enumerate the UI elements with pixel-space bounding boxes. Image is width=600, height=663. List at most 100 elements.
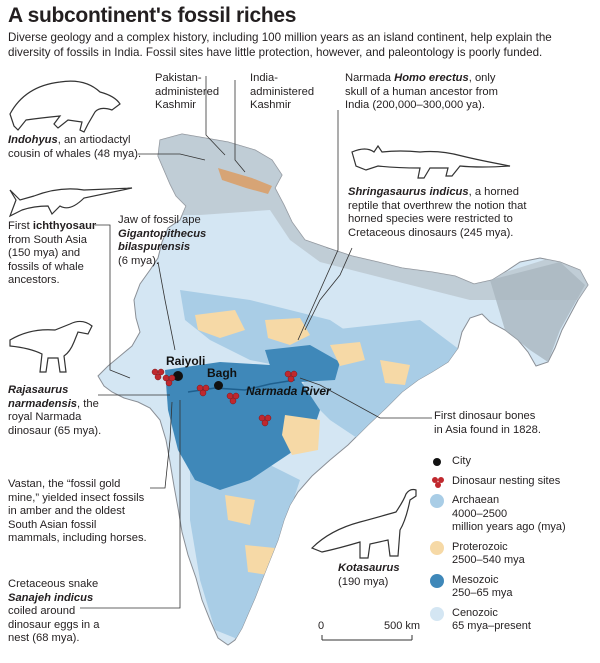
- homo-line-2: skull of a human ancestor from: [345, 85, 498, 98]
- giganto-name-2: bilaspurensis: [118, 241, 191, 254]
- legend-archaean-line-1: Archaean: [452, 494, 500, 506]
- scale-end: 500 km: [384, 620, 421, 632]
- note-gigantopithecus: Jaw of fossil ape Gigantopithecus bilasp…: [118, 214, 206, 268]
- sanajeh-line-3: coiled around: [8, 605, 76, 618]
- legend-nesting: Dinosaur nesting sites: [430, 475, 600, 489]
- pak-line-2: administered: [155, 85, 220, 98]
- leader-india-kashmir: [234, 80, 246, 173]
- nest-site-5: [284, 370, 298, 383]
- homo-prefix: Narmada: [345, 72, 395, 84]
- raja-name-2: narmadensis: [8, 397, 78, 410]
- raja-line-3: royal Narmada: [8, 411, 82, 424]
- proterozoic-patch-7: [380, 360, 410, 385]
- nest-site-6: [258, 414, 272, 427]
- shringa-line-3: horned species were restricted to: [348, 213, 513, 226]
- bones-line-2: in Asia found in 1828.: [434, 423, 541, 436]
- note-first-bones: First dinosaur bones in Asia found in 18…: [434, 410, 541, 437]
- legend-proterozoic: Proterozoic 2500–540 mya: [430, 540, 600, 568]
- nest-site-4: [226, 392, 240, 405]
- homo-name: Homo erectus: [394, 72, 469, 84]
- proterozoic-patch-5: [225, 495, 255, 525]
- kashmir-mountain-band: [218, 168, 272, 194]
- proterozoic-patch-2: [195, 310, 245, 338]
- leader-lines: [80, 76, 432, 609]
- ind-line-2: administered: [250, 85, 315, 98]
- kotasaurus-silhouette: [310, 488, 417, 559]
- legend-nesting-label: Dinosaur nesting sites: [452, 474, 561, 487]
- leader-gigantopithecus: [157, 261, 176, 351]
- leader-sanajeh: [80, 400, 181, 609]
- legend-archaean-line-3: million years ago (mya): [452, 521, 566, 533]
- legend-nesting-icon: [432, 476, 444, 488]
- scale-bar: [321, 635, 413, 641]
- shringa-line-4: Cretaceous dinosaurs (245 mya).: [348, 226, 514, 239]
- legend-city: City: [430, 455, 600, 469]
- map-legend: City Dinosaur nesting sites Archaean 400…: [430, 455, 600, 640]
- vastan-line-1: Vastan, the “fossil gold: [8, 478, 121, 490]
- legend-city-dot: [433, 458, 441, 466]
- city-dot-bagh: [214, 381, 223, 390]
- proterozoic-patch-3: [330, 342, 365, 366]
- scale-labels: 0 500 km: [318, 612, 428, 642]
- legend-archaean: Archaean 4000–2500 million years ago (my…: [430, 494, 600, 535]
- pak-line-3: Kashmir: [155, 99, 197, 112]
- kota-name: Kotasaurus: [338, 562, 400, 574]
- leader-vastan: [150, 401, 173, 489]
- legend-proterozoic-line-1: Proterozoic: [452, 540, 508, 553]
- note-sanajeh: Cretaceous snake Sanajeh indicus coiled …: [8, 578, 99, 646]
- legend-mesozoic-line-1: Mesozoic: [452, 573, 499, 586]
- note-shringasaurus: Shringasaurus indicus, a horned reptile …: [348, 186, 598, 240]
- archaean-zone-south: [190, 460, 300, 640]
- sanajeh-line-4: dinosaur eggs in a: [8, 618, 100, 631]
- legend-cenozoic: Cenozoic 65 mya–present: [430, 606, 600, 634]
- legend-cenozoic-line-1: Cenozoic: [452, 606, 498, 619]
- leader-homo-erectus: [297, 110, 339, 341]
- scale-start: 0: [318, 620, 325, 632]
- indohyus-rest: , an artiodactyl: [57, 134, 131, 146]
- bones-line-1: First dinosaur bones: [434, 410, 536, 422]
- legend-proterozoic-line-2: 2500–540 mya: [452, 554, 525, 566]
- sanajeh-name: Sanajeh indicus: [8, 591, 94, 604]
- vastan-line-5: mammals, including horses.: [8, 532, 147, 545]
- vastan-line-4: South Asian fossil: [8, 518, 97, 531]
- vastan-line-2: mine,” yielded insect fossils: [8, 491, 145, 504]
- city-dot-raiyoli: [173, 371, 183, 381]
- place-raiyoli: Raiyoli: [166, 354, 206, 368]
- ind-line-3: Kashmir: [250, 99, 292, 112]
- note-homo-erectus: Narmada Homo erectus, only skull of a hu…: [345, 72, 595, 113]
- legend-archaean-swatch: [430, 494, 444, 508]
- indohyus-name: Indohyus: [8, 134, 58, 146]
- note-india-kashmir: India- administered Kashmir: [250, 72, 314, 113]
- shringa-name: Shringasaurus indicus: [348, 186, 469, 198]
- shringasaurus-silhouette: [351, 144, 511, 179]
- giganto-line-1: Jaw of fossil ape: [118, 214, 201, 226]
- leader-first-bones: [299, 377, 432, 419]
- legend-cenozoic-line-2: 65 mya–present: [452, 620, 531, 632]
- legend-mesozoic-swatch: [430, 573, 444, 588]
- ichthyosaur-silhouette: [8, 187, 133, 218]
- note-kotasaurus: Kotasaurus (190 mya): [338, 562, 400, 589]
- leader-ichthyosaur: [95, 224, 131, 379]
- raja-line-4: dinosaur (65 mya).: [8, 424, 102, 437]
- sanajeh-line-5: nest (68 mya).: [8, 632, 80, 645]
- page-title: A subcontinent's fossil riches: [8, 4, 297, 27]
- legend-city-label: City: [452, 455, 471, 467]
- giganto-name-1: Gigantopithecus: [118, 227, 207, 240]
- shringa-line-2: reptile that overthrew the notion that: [348, 199, 527, 212]
- ichthy-line-4: fossils of whale: [8, 260, 84, 273]
- rajasaurus-silhouette: [9, 320, 93, 373]
- shringa-rest: , a horned: [468, 186, 519, 198]
- homo-rest: , only: [468, 72, 496, 84]
- sanajeh-line-1: Cretaceous snake: [8, 578, 99, 590]
- pak-line-1: Pakistan-: [155, 72, 202, 84]
- indohyus-silhouette: [9, 80, 121, 133]
- ichthy-name: ichthyosaur: [32, 220, 97, 232]
- nest-site-2: [162, 374, 176, 387]
- ind-line-1: India-: [250, 72, 278, 84]
- homo-line-3: India (200,000–300,000 ya).: [345, 99, 485, 112]
- place-bagh: Bagh: [207, 366, 237, 380]
- legend-proterozoic-swatch: [430, 540, 444, 555]
- note-vastan: Vastan, the “fossil gold mine,” yielded …: [8, 478, 147, 546]
- note-ichthyosaur: First ichthyosaur from South Asia (150 m…: [8, 220, 96, 288]
